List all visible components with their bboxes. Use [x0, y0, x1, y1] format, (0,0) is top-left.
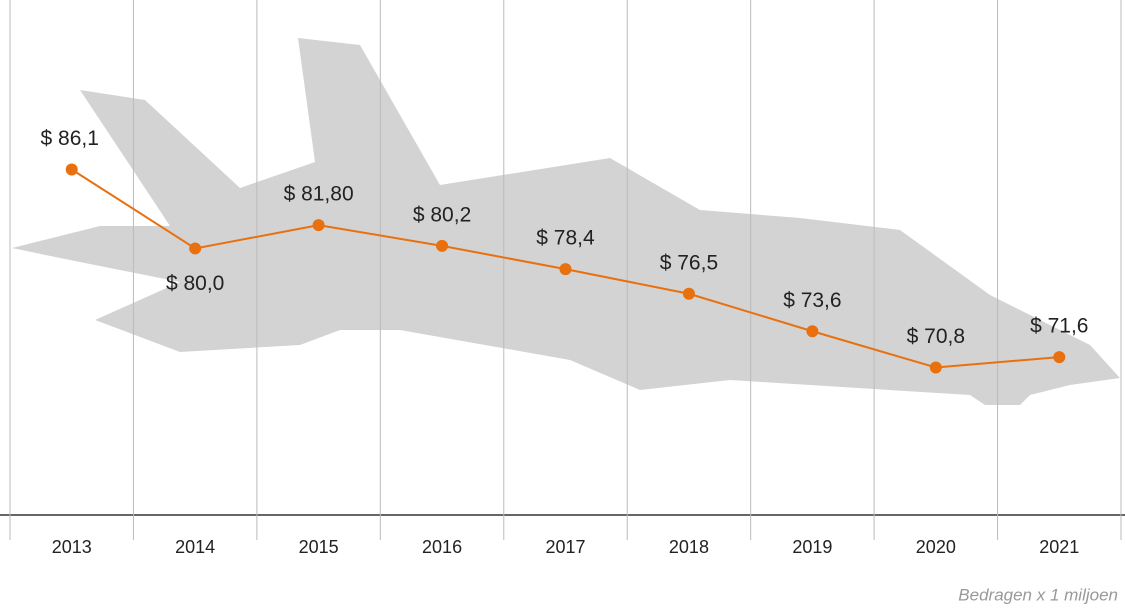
- value-label: $ 80,2: [413, 203, 471, 226]
- value-label: $ 76,5: [660, 251, 718, 274]
- value-label: $ 71,6: [1030, 315, 1088, 338]
- chart: Bedragen x 1 miljoen 2013 2014 2015 2016 201…: [0, 0, 1125, 615]
- point: [313, 219, 325, 231]
- value-label: $ 78,4: [536, 227, 595, 250]
- x-tick-label: 2013: [52, 537, 92, 557]
- airplane-silhouette: [12, 38, 1120, 405]
- point: [1053, 351, 1065, 363]
- point: [560, 263, 572, 275]
- x-tick-label: 2016: [422, 537, 462, 557]
- point: [683, 288, 695, 300]
- x-tick-label: 2014: [175, 537, 215, 557]
- x-tick-label: 2021: [1039, 537, 1079, 557]
- x-tick-label: 2019: [792, 537, 832, 557]
- x-tick-label: 2018: [669, 537, 709, 557]
- x-tick-label: 2015: [299, 537, 339, 557]
- point: [436, 240, 448, 252]
- value-label: $ 73,6: [783, 289, 841, 312]
- x-tick-label: 2017: [545, 537, 585, 557]
- point: [66, 164, 78, 176]
- value-label: $ 86,1: [41, 127, 99, 150]
- note: Bedragen x 1 miljoen: [958, 585, 1118, 604]
- point: [930, 361, 942, 373]
- value-label: $ 70,8: [907, 325, 965, 348]
- value-label: $ 81,80: [284, 183, 354, 206]
- point: [806, 325, 818, 337]
- x-tick-label: 2020: [916, 537, 956, 557]
- value-label: $ 80,0: [166, 272, 224, 295]
- point: [189, 242, 201, 254]
